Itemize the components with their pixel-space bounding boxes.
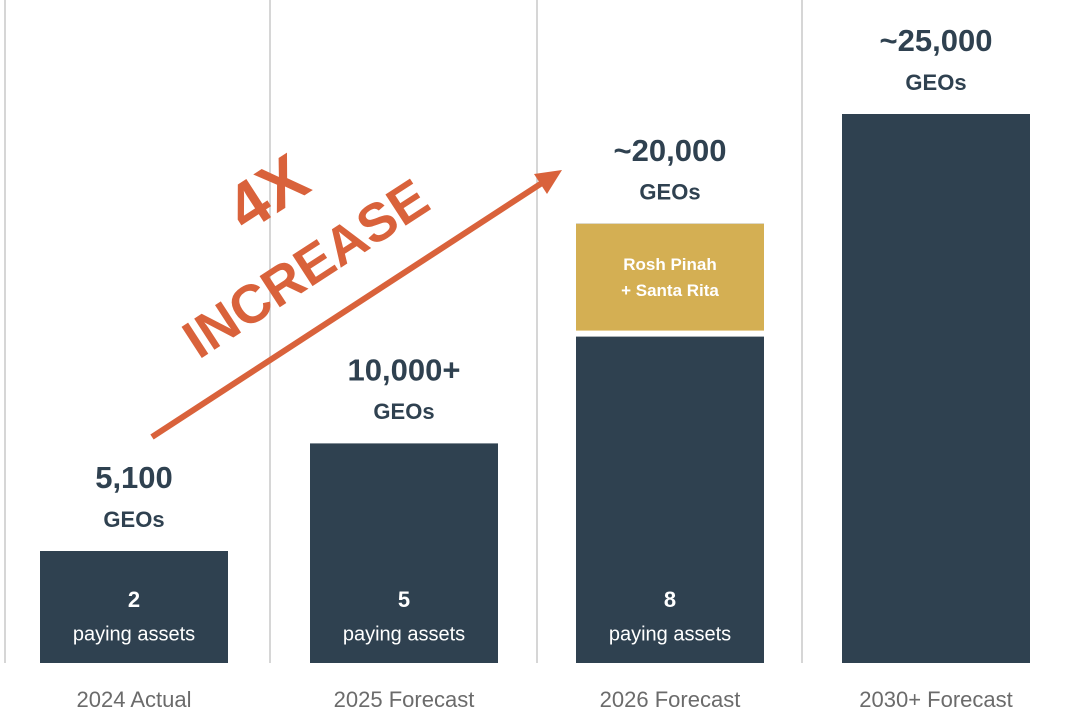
x-tick-label: 2025 Forecast	[334, 687, 475, 712]
arrow-shaft	[150, 178, 547, 440]
highlight-segment	[576, 223, 764, 334]
asset-count: 8	[664, 587, 676, 612]
bar	[40, 551, 228, 663]
asset-label: paying assets	[73, 623, 195, 645]
value-label: ~25,000	[880, 23, 993, 58]
unit-label: GEOs	[103, 507, 164, 532]
segment-gap	[576, 330, 764, 337]
bar	[310, 443, 498, 663]
asset-label: paying assets	[343, 623, 465, 645]
value-label: 10,000+	[348, 353, 461, 388]
unit-label: GEOs	[373, 399, 434, 424]
highlight-label: + Santa Rita	[621, 281, 719, 300]
x-tick-label: 2026 Forecast	[600, 687, 741, 712]
asset-label: paying assets	[609, 623, 731, 645]
value-label: ~20,000	[614, 133, 727, 168]
asset-count: 2	[128, 587, 140, 612]
value-label: 5,100	[95, 460, 173, 495]
x-tick-label: 2024 Actual	[77, 687, 192, 712]
highlight-label: Rosh Pinah	[623, 255, 717, 274]
bar	[842, 114, 1030, 663]
annotation-multiplier: 4X	[213, 139, 321, 245]
arrow-head	[534, 170, 562, 194]
unit-label: GEOs	[905, 70, 966, 95]
asset-count: 5	[398, 587, 410, 612]
unit-label: GEOs	[639, 180, 700, 205]
x-tick-label: 2030+ Forecast	[859, 687, 1012, 712]
